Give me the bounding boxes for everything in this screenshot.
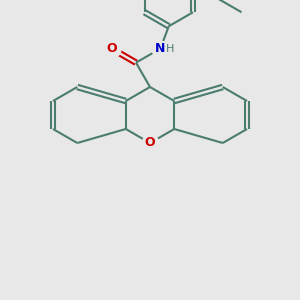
Text: N: N — [155, 42, 166, 55]
Text: O: O — [145, 136, 155, 149]
Text: H: H — [166, 44, 175, 54]
Text: O: O — [106, 42, 117, 55]
